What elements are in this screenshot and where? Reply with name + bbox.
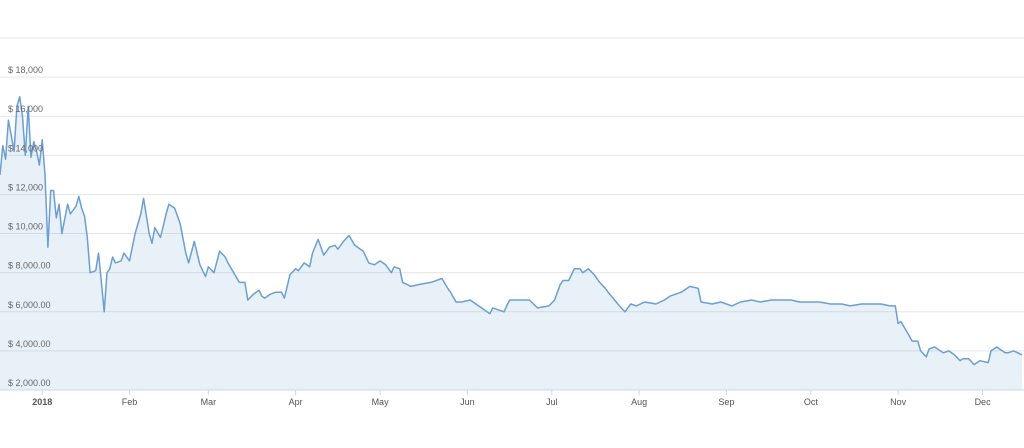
y-tick-label: $ 6,000.00 <box>8 300 51 310</box>
x-tick-label: Oct <box>804 397 819 407</box>
x-tick-label: Jul <box>546 397 558 407</box>
y-tick-label: $ 16,000 <box>8 104 43 114</box>
x-tick-label: Nov <box>890 397 907 407</box>
x-tick-label: Aug <box>631 397 647 407</box>
y-tick-label: $ 4,000.00 <box>8 339 51 349</box>
y-tick-label: $ 8,000.00 <box>8 261 51 271</box>
x-tick-label: Mar <box>201 397 217 407</box>
y-tick-label: $ 10,000 <box>8 222 43 232</box>
x-tick-label: Apr <box>289 397 303 407</box>
x-tick-label: Jun <box>460 397 475 407</box>
x-tick-label: 2018 <box>32 397 52 407</box>
x-tick-label: Feb <box>122 397 138 407</box>
x-tick-label: Sep <box>718 397 734 407</box>
y-tick-label: $ 12,000 <box>8 182 43 192</box>
x-tick-label: May <box>372 397 390 407</box>
y-tick-label: $ 14,000 <box>8 143 43 153</box>
y-tick-label: $ 18,000 <box>8 65 43 75</box>
price-line <box>0 95 1023 366</box>
area-fill <box>0 96 1022 390</box>
x-tick-label: Dec <box>975 397 992 407</box>
y-tick-label: $ 2,000.00 <box>8 378 51 388</box>
